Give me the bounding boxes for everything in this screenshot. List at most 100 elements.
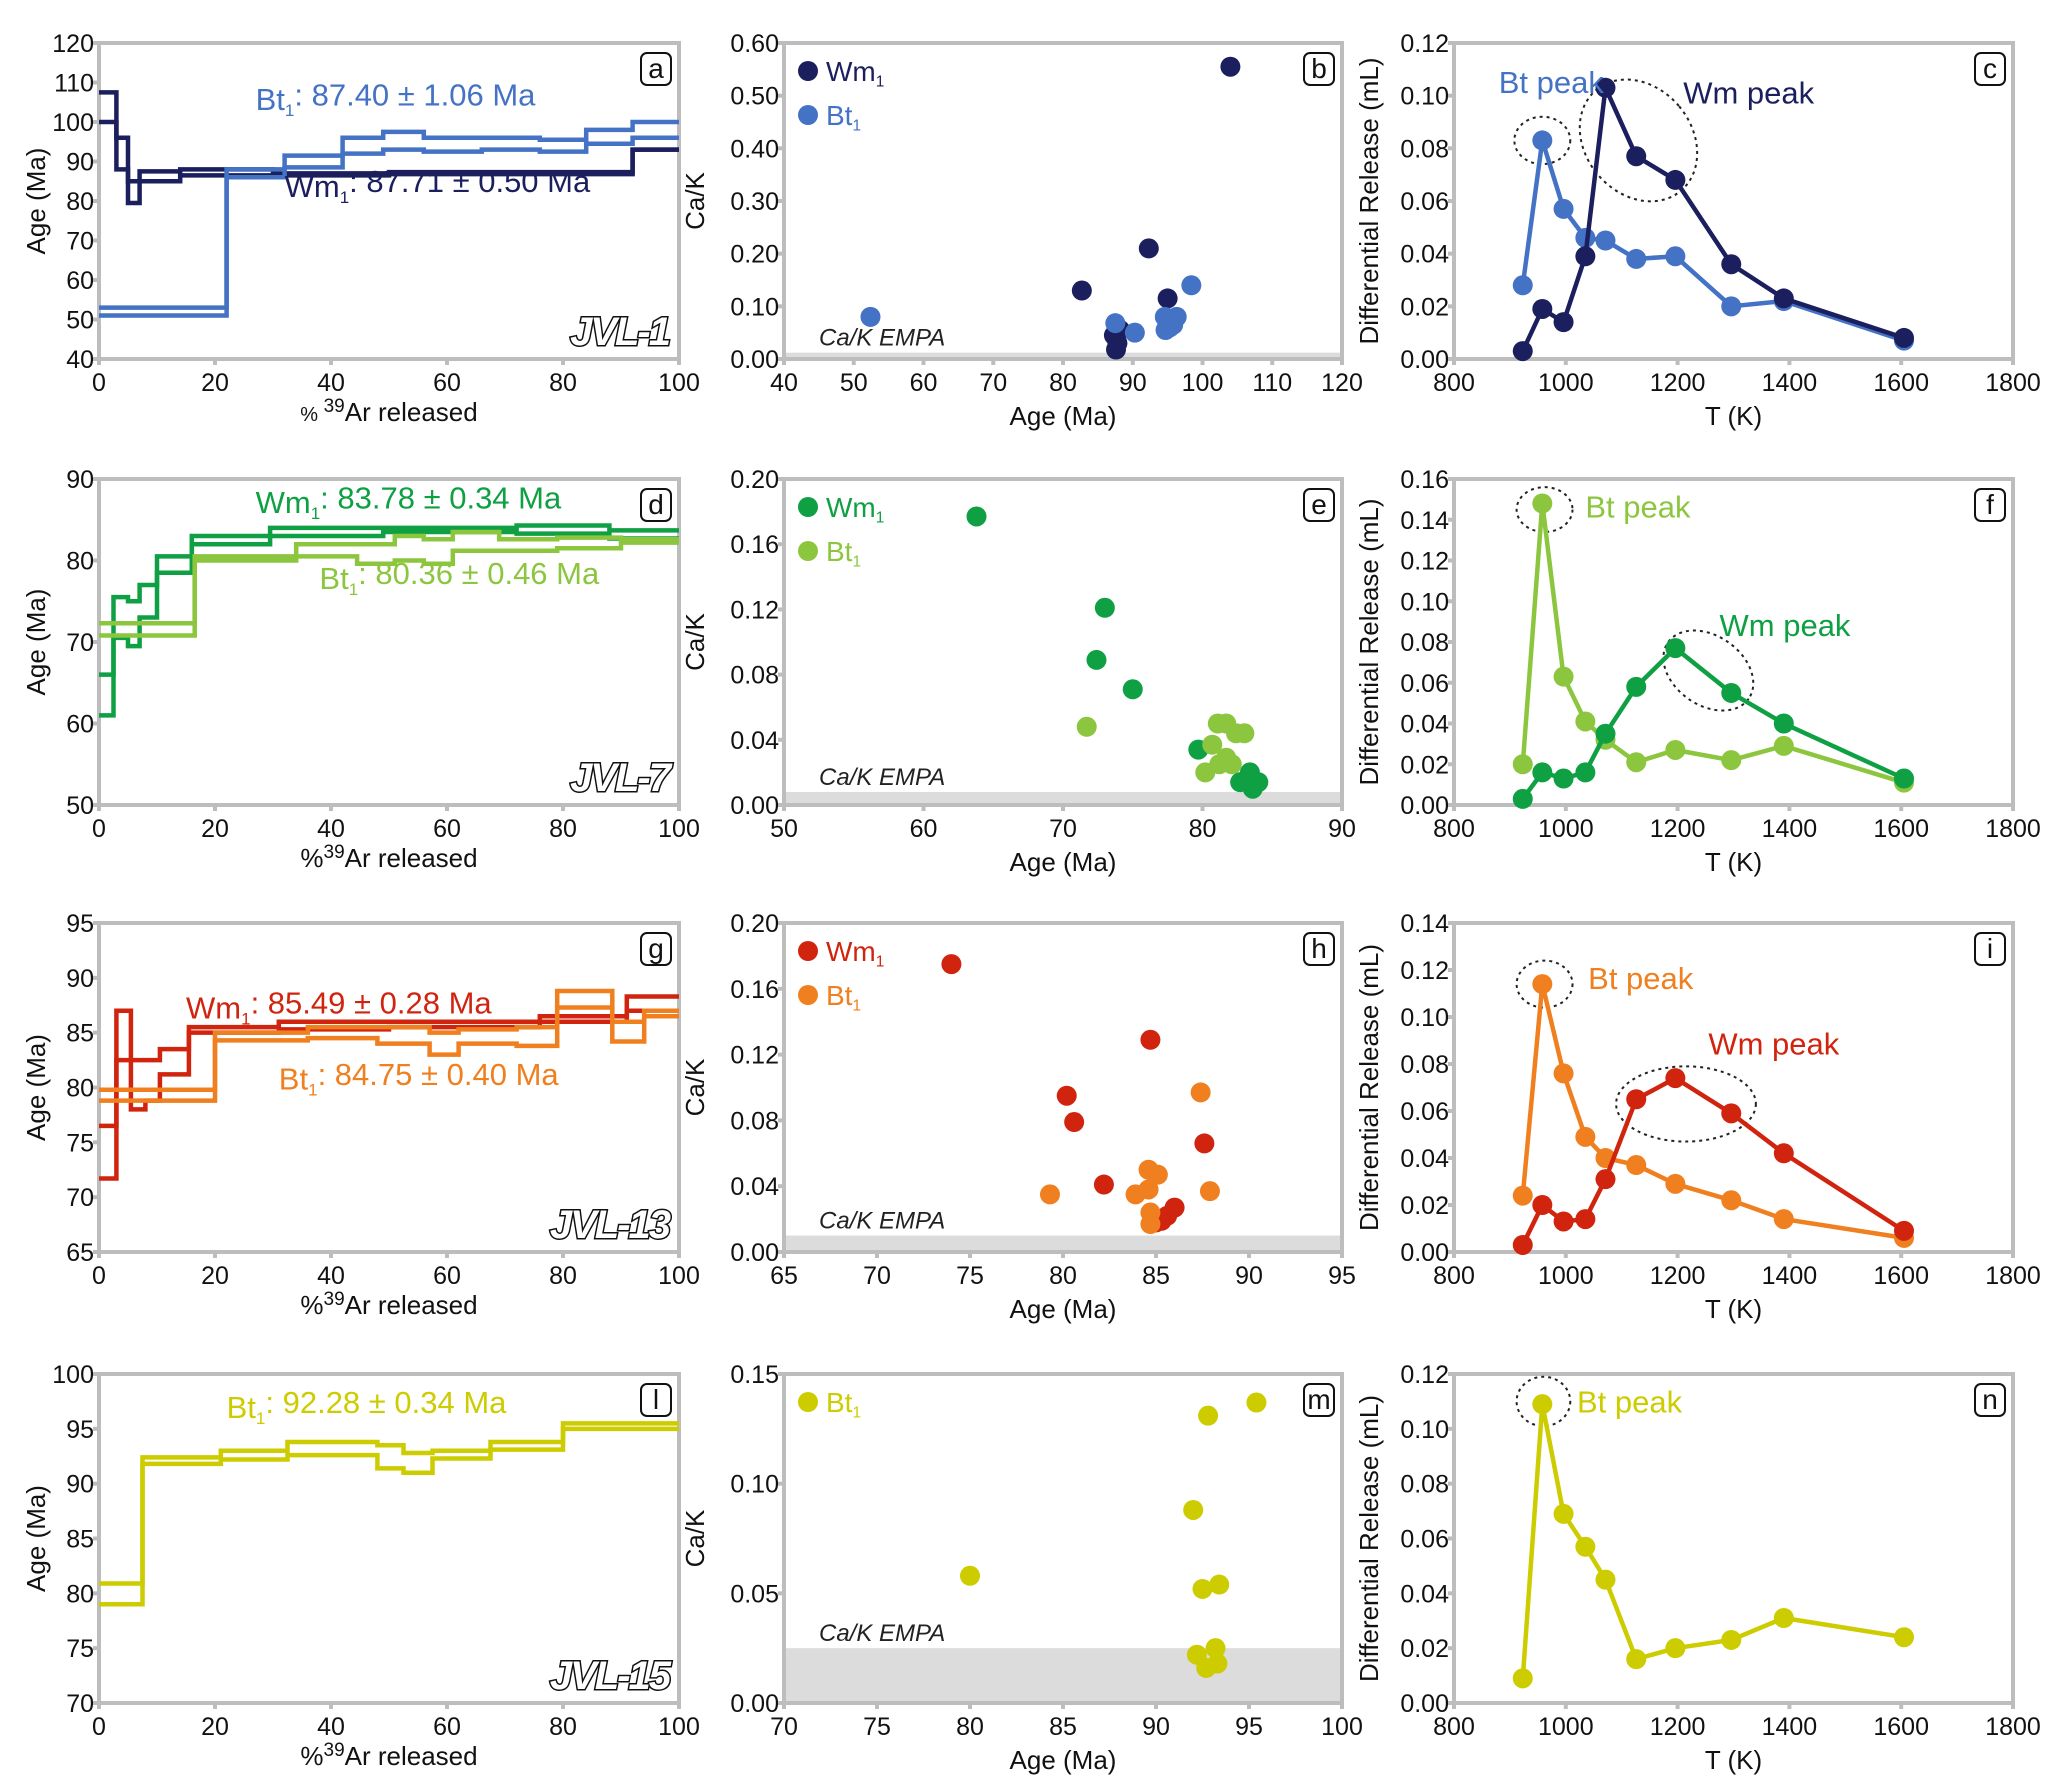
y-tick-label: 0.02 [1400,1635,1449,1663]
peak-label: Bt peak [1499,65,1605,100]
y-tick-label: 50 [66,792,94,820]
plateau-age-label: Bt1: 84.75 ± 0.40 Ma [279,1057,560,1100]
data-point-Wm1 [941,954,962,975]
data-point-Wm1 [1056,1085,1077,1106]
x-tick-label: 75 [863,1713,891,1741]
release-point-Wm [1773,713,1794,734]
x-axis-label: Age (Ma) [1010,1745,1117,1775]
x-tick-label: 60 [433,1713,461,1741]
x-tick-label: 40 [770,369,798,397]
y-tick-label: 0.12 [1400,30,1449,58]
data-point-Bt1 [1234,723,1255,744]
plot-frame [782,477,1344,807]
release-line-Bt [1520,1403,1905,1679]
panel-letter-box [1974,1383,2006,1417]
plateau-age-label: Bt1: 87.40 ± 1.06 Ma [256,77,537,120]
data-point-Bt1 [1202,734,1223,755]
y-tick-label: 0.04 [1400,1580,1449,1608]
empa-band [784,1235,1342,1252]
x-tick-label: 120 [1321,369,1363,397]
y-tick-label: 0.12 [1400,957,1449,985]
plot-frame [1452,1372,2015,1705]
age-spectrum-lower-Bt1 [99,1005,679,1103]
release-point-Wm [1721,1103,1742,1124]
release-point-Wm [1893,327,1914,348]
release-point-Bt [1721,1629,1742,1650]
release-point-Bt [1773,1608,1794,1629]
y-tick-label: 0.16 [730,976,779,1004]
release-point-Wm [1553,1211,1574,1232]
x-tick-label: 1200 [1650,369,1706,397]
y-tick-label: 0.10 [730,293,779,321]
release-point-Wm [1665,169,1686,190]
release-point-Wm [1595,77,1616,98]
x-tick-label: 80 [956,1713,984,1741]
release-point-Wm [1721,682,1742,703]
y-tick-label: 60 [66,711,94,739]
data-point-Bt1 [1076,716,1097,737]
release-line-Bt [1520,139,1905,343]
panel-letter-box [640,52,672,86]
empa-label: Ca/K EMPA [819,1208,945,1235]
data-point-Wm1 [1094,597,1115,618]
y-tick-label: 80 [66,188,94,216]
release-point-Wm [1512,788,1533,809]
data-point-Bt1 [1246,1392,1267,1413]
sample-label: JVL-1 [570,310,670,354]
age-spectrum-lower-Bt1 [99,540,679,638]
legend-marker [798,541,818,561]
panel-e: Ca/K EMPA 50 60 70 80 90 0.00 0.04 0.08 0.12 0.16 0… [680,466,1356,877]
legend-label: Wm1 [826,56,884,90]
x-axis-label: % 39Ar released [300,396,477,427]
x-tick-label: 80 [549,1713,577,1741]
panel-letter: l [653,1384,659,1415]
y-tick-label: 0.08 [1400,629,1449,657]
x-tick-label: 100 [658,1713,700,1741]
release-point-Bt [1575,1536,1596,1557]
x-tick-label: 0 [92,1262,106,1290]
release-point-Bt [1532,130,1553,151]
y-tick-label: 0.02 [1400,1192,1449,1220]
release-point-Wm [1773,1143,1794,1164]
x-tick-label: 0 [92,815,106,843]
release-point-Wm [1773,288,1794,309]
y-tick-label: 0.02 [1400,293,1449,321]
y-axis-label: Differential Release (mL) [1354,1395,1384,1682]
plateau-age-label: Bt1: 92.28 ± 0.34 Ma [227,1385,508,1428]
release-point-Bt [1532,1394,1553,1415]
plateau-age-label: Wm1: 83.78 ± 0.34 Ma [256,480,562,523]
x-axis-label: Age (Ma) [1010,401,1117,431]
data-point-Bt1 [1196,1657,1217,1678]
y-tick-label: 0.04 [1400,241,1449,269]
x-tick-label: 80 [549,369,577,397]
y-axis-label: Age (Ma) [21,148,51,255]
release-point-Wm [1665,1068,1686,1089]
y-tick-label: 0.04 [730,1173,779,1201]
y-tick-label: 0.02 [1400,751,1449,779]
peak-ellipse-Bt [1513,115,1572,166]
x-tick-label: 60 [433,815,461,843]
y-tick-label: 0.08 [1400,135,1449,163]
release-point-Bt [1553,666,1574,687]
panel-n: 800 1000 1200 1400 1600 1800 0.00 0.02 0.04 0.06 0… [1354,1361,2041,1775]
peak-label: Wm peak [1720,608,1851,643]
x-tick-label: 70 [979,369,1007,397]
x-tick-label: 90 [1142,1713,1170,1741]
y-tick-label: 90 [66,1471,94,1499]
x-axis-label: T (K) [1705,1294,1762,1324]
release-line-Wm [1520,645,1905,801]
data-point-Bt1 [1163,314,1184,335]
y-tick-label: 95 [66,910,94,938]
y-tick-label: 80 [66,1075,94,1103]
panel-letter-box [1303,488,1335,522]
release-point-Wm [1626,676,1647,697]
x-tick-label: 1200 [1650,1713,1706,1741]
x-tick-label: 1000 [1538,1713,1594,1741]
y-tick-label: 110 [54,70,94,98]
data-point-Bt1 [1205,1638,1226,1659]
x-tick-label: 1600 [1873,1713,1929,1741]
legend-marker [798,941,818,961]
release-point-Bt [1595,1569,1616,1590]
y-axis-label: Age (Ma) [21,1485,51,1592]
